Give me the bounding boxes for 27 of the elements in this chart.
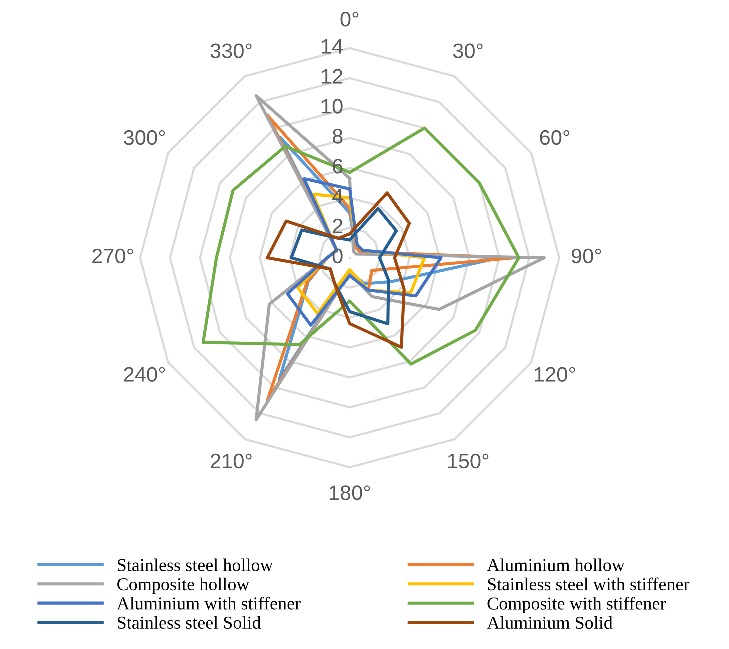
spoke-label: 150°	[448, 454, 489, 469]
legend-label: Aluminium with stiffener	[117, 596, 301, 610]
legend-label: Aluminium Solid	[487, 616, 613, 630]
y-tick-label: 2	[333, 218, 343, 234]
legend-label: Stainless steel Solid	[118, 616, 262, 630]
y-tick-label: 12	[322, 69, 343, 84]
spoke-label: 120°	[535, 367, 576, 382]
spoke-label: 240°	[124, 367, 166, 382]
y-tick-label: 8	[332, 129, 343, 144]
spoke-label: 30°	[453, 44, 483, 58]
y-tick-label: 14	[322, 39, 344, 54]
spoke-label: 210°	[211, 454, 252, 469]
y-tick-label: 10	[322, 99, 343, 114]
spoke-label: 60°	[540, 130, 570, 146]
spoke-label: 0°	[340, 12, 359, 27]
y-tick-label: 0	[332, 248, 343, 264]
legend-label: Aluminium hollow	[487, 558, 625, 572]
legend-label: Stainless steel with stiffener	[488, 578, 690, 591]
spoke-label: 300°	[124, 130, 166, 146]
legend-label: Composite with stiffener	[488, 597, 666, 614]
spoke-label: 90°	[572, 248, 602, 264]
legend-label: Stainless steel hollow	[118, 558, 274, 572]
legend-label: Composite hollow	[118, 578, 250, 594]
spoke-label: 180°	[330, 486, 370, 500]
spoke-label: 330°	[210, 44, 252, 58]
spoke-label: 270°	[92, 248, 134, 264]
y-tick-label: 6	[333, 159, 343, 174]
